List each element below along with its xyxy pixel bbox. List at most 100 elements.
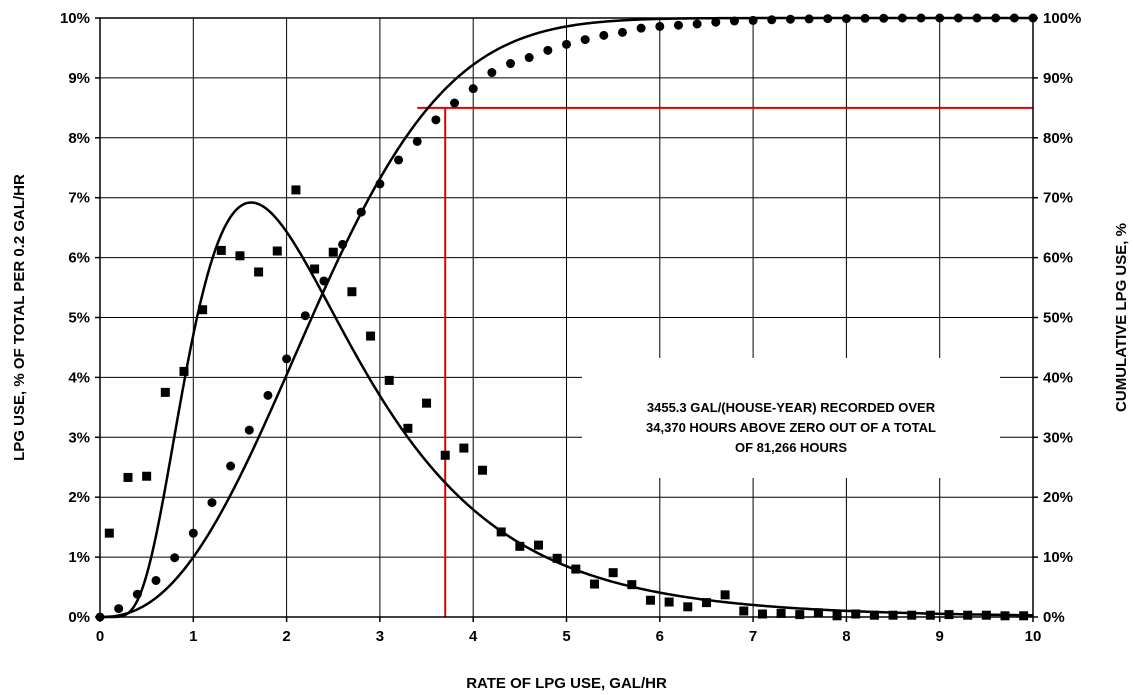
annotation-line-3: OF 81,266 HOURS bbox=[735, 440, 847, 455]
cumulative-point bbox=[375, 179, 385, 189]
reference-lines bbox=[417, 106, 1033, 617]
distribution-point bbox=[347, 287, 357, 297]
distribution-point bbox=[142, 471, 152, 481]
cumulative-point bbox=[450, 98, 460, 108]
cumulative-point bbox=[804, 14, 814, 24]
distribution-point bbox=[869, 610, 879, 620]
distribution-point bbox=[198, 305, 208, 315]
cumulative-point bbox=[263, 390, 273, 400]
cumulative-point bbox=[617, 27, 627, 37]
distribution-point bbox=[366, 331, 376, 341]
distribution-point bbox=[179, 366, 189, 376]
cumulative-point bbox=[599, 30, 609, 40]
distribution-point bbox=[645, 595, 655, 605]
left-tick-label: 2% bbox=[68, 489, 90, 506]
x-tick-label: 6 bbox=[656, 628, 664, 645]
annotation-line-2: 34,370 HOURS ABOVE ZERO OUT OF A TOTAL bbox=[646, 420, 936, 435]
left-tick-label: 1% bbox=[68, 549, 90, 566]
distribution-point bbox=[254, 267, 264, 277]
cumulative-point bbox=[244, 425, 254, 435]
distribution-point bbox=[478, 465, 488, 475]
x-tick-label: 9 bbox=[936, 628, 944, 645]
distribution-point bbox=[683, 602, 693, 612]
distribution-point bbox=[925, 610, 935, 620]
left-tick-label: 0% bbox=[68, 609, 90, 626]
distribution-point bbox=[608, 568, 618, 578]
right-tick-label: 10% bbox=[1043, 549, 1073, 566]
distribution-point bbox=[701, 598, 711, 608]
distribution-point bbox=[440, 450, 450, 460]
distribution-point bbox=[534, 540, 544, 550]
cumulative-point bbox=[207, 498, 217, 508]
right-tick-label: 70% bbox=[1043, 190, 1073, 207]
distribution-point bbox=[944, 610, 954, 620]
distribution-point bbox=[272, 246, 282, 256]
cumulative-point bbox=[692, 19, 702, 29]
distribution-point bbox=[963, 610, 973, 620]
annotation-box: 3455.3 GAL/(HOUSE-YEAR) RECORDED OVER 34… bbox=[582, 358, 1000, 478]
cumulative-point bbox=[356, 207, 366, 217]
right-tick-label: 60% bbox=[1043, 250, 1073, 267]
data-markers bbox=[95, 13, 1038, 622]
distribution-point bbox=[888, 610, 898, 620]
cumulative-point bbox=[673, 20, 683, 30]
x-tick-label: 7 bbox=[749, 628, 757, 645]
x-tick-label: 8 bbox=[842, 628, 850, 645]
right-tick-label: 90% bbox=[1043, 70, 1073, 87]
left-axis-title: LPG USE, % OF TOTAL PER 0.2 GAL/HR bbox=[11, 174, 28, 461]
distribution-point bbox=[851, 609, 861, 619]
distribution-point bbox=[571, 564, 581, 574]
cumulative-point bbox=[506, 59, 516, 69]
distribution-point bbox=[589, 579, 599, 589]
distribution-point bbox=[720, 590, 730, 600]
distribution-point bbox=[813, 608, 823, 618]
distribution-point bbox=[123, 472, 133, 482]
distribution-point bbox=[235, 251, 245, 261]
left-tick-label: 9% bbox=[68, 70, 90, 87]
x-tick-label: 10 bbox=[1025, 628, 1042, 645]
cumulative-point bbox=[300, 311, 310, 321]
cumulative-point bbox=[151, 575, 161, 585]
x-tick-label: 3 bbox=[376, 628, 384, 645]
distribution-point bbox=[515, 541, 525, 551]
cumulative-point bbox=[431, 115, 441, 125]
cumulative-point bbox=[543, 45, 553, 55]
cumulative-point bbox=[524, 53, 534, 63]
left-tick-label: 7% bbox=[68, 190, 90, 207]
left-tick-label: 3% bbox=[68, 429, 90, 446]
right-tick-label: 100% bbox=[1043, 10, 1081, 27]
cumulative-point bbox=[785, 14, 795, 24]
x-axis-ticks: 0 1 2 3 4 5 6 7 8 9 10 bbox=[96, 617, 1042, 645]
right-tick-label: 50% bbox=[1043, 310, 1073, 327]
annotation-line-1: 3455.3 GAL/(HOUSE-YEAR) RECORDED OVER bbox=[647, 400, 936, 415]
distribution-point bbox=[757, 609, 767, 619]
cumulative-point bbox=[132, 589, 142, 599]
distribution-point bbox=[104, 528, 114, 538]
x-tick-label: 1 bbox=[189, 628, 197, 645]
cumulative-point bbox=[580, 35, 590, 45]
distribution-point bbox=[832, 611, 842, 621]
cumulative-point bbox=[655, 21, 665, 31]
cumulative-point bbox=[412, 136, 422, 146]
cumulative-point bbox=[487, 68, 497, 78]
cumulative-point bbox=[562, 39, 571, 49]
distribution-point bbox=[795, 610, 805, 620]
right-tick-label: 30% bbox=[1043, 429, 1073, 446]
right-tick-label: 40% bbox=[1043, 369, 1073, 386]
distribution-point bbox=[776, 608, 786, 618]
right-tick-label: 0% bbox=[1043, 609, 1065, 626]
cumulative-point bbox=[636, 23, 646, 33]
cumulative-point bbox=[767, 15, 777, 25]
right-axis-title: CUMULATIVE LPG USE, % bbox=[1113, 223, 1130, 412]
distribution-point bbox=[1000, 611, 1010, 621]
right-axis-ticks: 0% 10% 20% 30% 40% 50% 60% 70% 80% 90% 100% bbox=[1033, 10, 1081, 626]
x-tick-label: 2 bbox=[282, 628, 290, 645]
distribution-point bbox=[403, 423, 413, 433]
cumulative-point bbox=[319, 276, 329, 286]
cumulative-point bbox=[338, 239, 348, 249]
left-axis-ticks: 0% 1% 2% 3% 4% 5% 6% 7% 8% 9% 10% bbox=[60, 10, 100, 626]
x-tick-label: 0 bbox=[96, 628, 104, 645]
distribution-point bbox=[216, 245, 226, 255]
left-tick-label: 8% bbox=[68, 130, 90, 147]
